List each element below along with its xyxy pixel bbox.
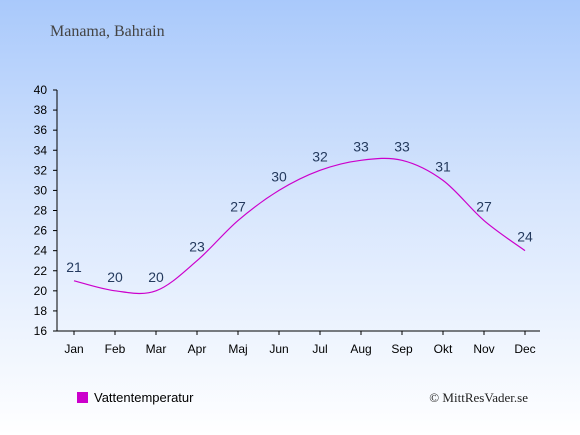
- y-tick-label: 20: [34, 284, 48, 298]
- axes: [56, 90, 540, 332]
- y-tick-label: 40: [34, 83, 48, 97]
- series-group: [73, 157, 526, 295]
- chart-title: Manama, Bahrain: [50, 23, 165, 40]
- data-label: 20: [148, 269, 164, 285]
- x-tick-label: Dec: [514, 342, 535, 356]
- x-tick-label: Maj: [228, 342, 247, 356]
- data-label: 27: [230, 199, 246, 215]
- data-label: 30: [271, 168, 287, 184]
- x-tick-label: Jun: [269, 342, 288, 356]
- data-label: 20: [107, 269, 123, 285]
- data-labels: 21 20 20 23 27 30 32 33 33 31 27 24: [66, 138, 533, 285]
- series-line: [73, 157, 526, 295]
- data-label: 33: [353, 138, 369, 154]
- y-tick-label: 34: [34, 143, 48, 157]
- data-label: 31: [435, 158, 451, 174]
- data-label: 33: [394, 138, 410, 154]
- x-tick-label: Feb: [105, 342, 126, 356]
- y-tick-label: 24: [34, 244, 48, 258]
- data-label: 27: [476, 199, 492, 215]
- x-axis-ticks: Jan Feb Mar Apr Maj Jun Jul Aug Sep Okt Nov Dec: [64, 331, 536, 356]
- data-label: 24: [517, 229, 533, 245]
- data-label: 21: [66, 259, 82, 275]
- y-tick-label: 26: [34, 224, 48, 238]
- x-tick-label: Jul: [312, 342, 327, 356]
- x-tick-label: Apr: [188, 342, 207, 356]
- data-label: 23: [189, 239, 205, 255]
- x-tick-label: Aug: [350, 342, 371, 356]
- x-tick-label: Mar: [146, 342, 167, 356]
- x-tick-label: Nov: [473, 342, 494, 356]
- x-tick-label: Okt: [434, 342, 453, 356]
- y-tick-label: 16: [34, 324, 48, 338]
- x-tick-label: Jan: [64, 342, 83, 356]
- y-tick-label: 30: [34, 183, 48, 197]
- y-tick-label: 38: [34, 103, 48, 117]
- y-tick-label: 32: [34, 163, 48, 177]
- y-axis-ticks: 16 18 20 22 24 26 28 30 32 34 36 38 40: [34, 83, 57, 338]
- x-tick-label: Sep: [391, 342, 413, 356]
- y-tick-label: 22: [34, 264, 48, 278]
- y-tick-label: 18: [34, 304, 48, 318]
- data-label: 32: [312, 148, 328, 164]
- legend-swatch: [77, 392, 88, 403]
- copyright-text: © MittResVader.se: [429, 390, 528, 405]
- y-tick-label: 36: [34, 123, 48, 137]
- legend-label: Vattentemperatur: [94, 390, 194, 405]
- y-tick-label: 28: [34, 204, 48, 218]
